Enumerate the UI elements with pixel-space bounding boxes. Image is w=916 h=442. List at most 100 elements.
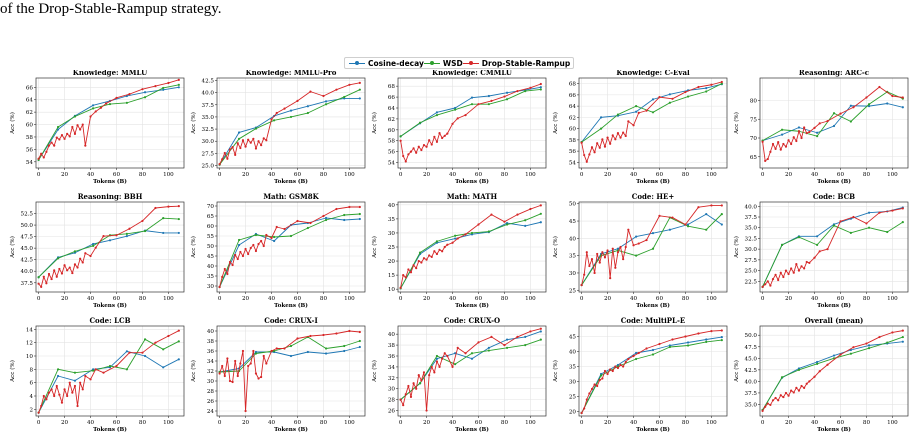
- data-point-drop-stable-rampup: [901, 329, 904, 332]
- y-tick-label: 14: [26, 327, 34, 333]
- data-point-cosine-decay: [435, 111, 439, 114]
- data-point-drop-stable-rampup: [529, 86, 532, 89]
- y-tick-label: 60: [26, 123, 34, 129]
- data-point-drop-stable-rampup: [443, 134, 446, 137]
- chart-title: Code: LCB: [89, 316, 130, 325]
- data-point-drop-stable-rampup: [249, 362, 252, 365]
- y-axis-label: Acc (%): [190, 360, 197, 383]
- data-point-drop-stable-rampup: [241, 349, 245, 353]
- data-point-drop-stable-rampup: [262, 137, 265, 140]
- data-point-wsd: [418, 382, 422, 385]
- data-point-drop-stable-rampup: [539, 82, 542, 86]
- data-point-drop-stable-rampup: [53, 394, 56, 398]
- subplot-code-crux-o: 26 28 30 32 34 36 38 40 0 20 40 60 80 100 Code: CRUX-O…: [371, 316, 547, 433]
- x-tick-label: 40: [268, 420, 276, 426]
- subplot-grid: 54 56 58 60 62 64 66 0 20 40 60 80 100 Knowledge: MML…: [0, 70, 916, 442]
- data-point-cosine-decay: [505, 91, 509, 94]
- x-tick-label: 0: [761, 420, 765, 426]
- x-tick-label: 40: [630, 172, 638, 178]
- y-tick-label: 24: [207, 409, 215, 415]
- data-point-wsd: [273, 119, 276, 122]
- x-tick-label: 80: [320, 172, 328, 178]
- data-point-drop-stable-rampup: [60, 134, 64, 137]
- series-wsd: [399, 338, 542, 401]
- data-point-drop-stable-rampup: [415, 387, 418, 390]
- data-point-drop-stable-rampup: [60, 401, 64, 404]
- data-point-drop-stable-rampup: [451, 365, 454, 369]
- series-drop-stable-rampup: [218, 205, 361, 289]
- data-point-cosine-decay: [306, 105, 309, 108]
- data-point-cosine-decay: [343, 218, 346, 222]
- data-point-drop-stable-rampup: [66, 394, 69, 398]
- y-tick-label: 30: [569, 271, 577, 277]
- data-point-cosine-decay: [651, 348, 655, 352]
- data-point-cosine-decay: [470, 96, 474, 99]
- x-tick-label: 0: [37, 420, 41, 426]
- y-axis-label: Acc (%): [371, 360, 378, 383]
- x-tick-label: 60: [113, 420, 121, 426]
- chart-title: Knowledge: MMLU-Pro: [246, 70, 337, 77]
- data-point-drop-stable-rampup: [177, 329, 180, 332]
- data-point-cosine-decay: [454, 237, 457, 240]
- y-tick-label: 37.5: [21, 281, 34, 287]
- series-drop-stable-rampup: [37, 78, 180, 160]
- data-point-drop-stable-rampup: [415, 266, 418, 270]
- data-point-drop-stable-rampup: [68, 266, 71, 269]
- data-point-drop-stable-rampup: [477, 103, 480, 106]
- data-point-drop-stable-rampup: [797, 269, 801, 272]
- plot-frame: [759, 201, 909, 293]
- data-point-drop-stable-rampup: [818, 370, 821, 373]
- data-point-cosine-decay: [324, 100, 328, 103]
- x-tick-label: 60: [475, 296, 483, 302]
- data-point-drop-stable-rampup: [464, 233, 467, 236]
- y-tick-label: 26: [207, 399, 215, 405]
- x-tick-label: 100: [706, 296, 717, 302]
- data-point-drop-stable-rampup: [790, 267, 793, 270]
- data-point-wsd: [849, 120, 852, 123]
- x-tick-label: 80: [863, 296, 871, 302]
- y-tick-label: 45: [207, 254, 215, 260]
- data-point-drop-stable-rampup: [456, 237, 459, 240]
- series-line-wsd: [762, 336, 903, 411]
- data-point-drop-stable-rampup: [247, 364, 250, 368]
- data-point-drop-stable-rampup: [358, 205, 361, 209]
- data-point-drop-stable-rampup: [438, 365, 441, 369]
- data-point-drop-stable-rampup: [249, 141, 252, 144]
- data-point-drop-stable-rampup: [435, 140, 439, 143]
- data-point-cosine-decay: [832, 354, 836, 357]
- x-tick-label: 0: [37, 172, 41, 178]
- data-point-drop-stable-rampup: [58, 138, 61, 141]
- data-point-drop-stable-rampup: [47, 272, 51, 276]
- data-point-drop-stable-rampup: [358, 81, 361, 84]
- data-point-drop-stable-rampup: [45, 282, 48, 285]
- data-point-drop-stable-rampup: [89, 378, 92, 381]
- data-point-drop-stable-rampup: [262, 354, 265, 358]
- data-point-drop-stable-rampup: [177, 205, 180, 208]
- data-point-drop-stable-rampup: [40, 285, 43, 289]
- data-point-drop-stable-rampup: [63, 137, 66, 140]
- x-tick-label: 0: [580, 296, 584, 302]
- data-point-drop-stable-rampup: [241, 139, 245, 142]
- series-line-cosine-decay: [762, 207, 903, 288]
- y-tick-label: 58: [569, 138, 577, 144]
- data-point-drop-stable-rampup: [805, 382, 808, 385]
- data-point-drop-stable-rampup: [84, 144, 87, 147]
- x-axis-label: Tokens (B): [636, 426, 670, 433]
- data-point-drop-stable-rampup: [115, 96, 118, 99]
- data-point-drop-stable-rampup: [627, 228, 630, 231]
- data-point-drop-stable-rampup: [322, 333, 325, 337]
- data-point-wsd: [705, 90, 708, 93]
- data-point-drop-stable-rampup: [89, 254, 92, 258]
- data-point-drop-stable-rampup: [218, 285, 221, 289]
- data-point-wsd: [454, 108, 457, 111]
- plot-frame: [216, 77, 366, 169]
- data-point-cosine-decay: [816, 360, 819, 364]
- data-point-drop-stable-rampup: [55, 275, 58, 278]
- data-point-drop-stable-rampup: [435, 360, 439, 363]
- data-point-wsd: [73, 250, 77, 253]
- y-tick-label: 50.0: [745, 333, 758, 339]
- data-point-drop-stable-rampup: [42, 275, 45, 278]
- y-tick-label: 47.5: [745, 345, 758, 351]
- data-point-drop-stable-rampup: [425, 258, 428, 261]
- data-point-drop-stable-rampup: [764, 159, 767, 162]
